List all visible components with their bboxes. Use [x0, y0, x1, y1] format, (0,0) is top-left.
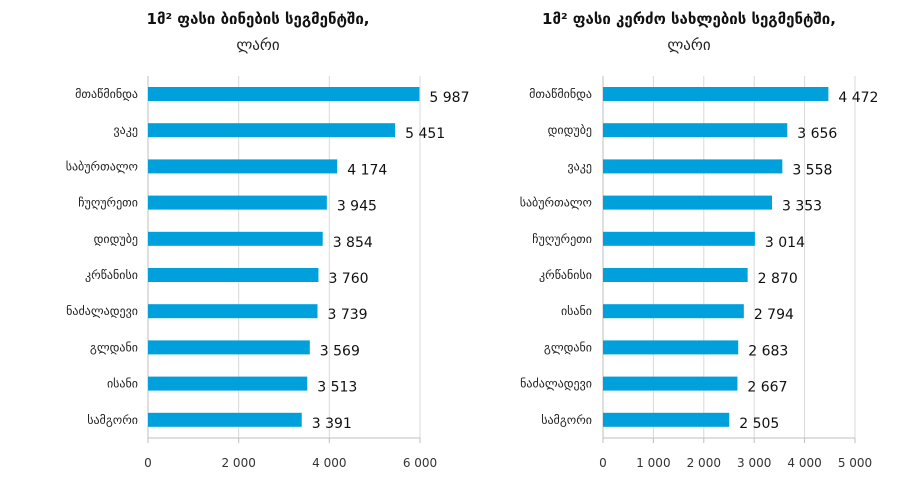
category-label: ვაკე — [568, 159, 592, 173]
value-label: 3 945 — [337, 199, 377, 215]
category-label: მთაწმინდა — [75, 87, 138, 101]
category-label: ისანი — [107, 377, 138, 391]
category-label: დიდუბე — [548, 123, 592, 137]
bar — [148, 376, 308, 391]
chart-title: 1მ² ფასი კერძო სახლების სეგმენტში, — [542, 10, 836, 28]
category-label: კრწანისი — [539, 268, 592, 282]
bar — [148, 412, 302, 427]
value-label: 3 353 — [782, 199, 822, 215]
tick-label: 1 000 — [636, 456, 670, 470]
value-label: 3 569 — [320, 343, 360, 359]
tick-label: 0 — [144, 456, 152, 470]
category-label: ჩუღურეთი — [78, 196, 138, 210]
value-label: 2 505 — [739, 416, 779, 432]
tick-label: 6 000 — [403, 456, 437, 470]
value-label: 3 558 — [792, 162, 832, 178]
value-label: 5 987 — [429, 90, 469, 106]
value-label: 4 472 — [838, 90, 878, 106]
value-label: 2 667 — [747, 380, 787, 396]
bar — [603, 268, 748, 282]
bar — [603, 376, 738, 391]
tick-label: 3 000 — [737, 456, 771, 470]
bar — [603, 87, 829, 101]
bar — [148, 87, 420, 101]
category-label: ნაძალადევი — [66, 304, 138, 318]
bar — [603, 340, 739, 355]
value-label: 3 854 — [333, 235, 373, 251]
tick-label: 0 — [599, 456, 607, 470]
bar — [148, 195, 327, 210]
category-label: დიდუბე — [94, 232, 138, 246]
value-label: 3 391 — [312, 416, 352, 432]
bar — [148, 340, 310, 355]
value-label: 3 739 — [328, 307, 368, 323]
value-label: 3 760 — [328, 271, 368, 287]
bar — [148, 231, 323, 246]
tick-label: 2 000 — [687, 456, 721, 470]
category-label: საბურთალო — [520, 196, 592, 210]
chart-title: 1მ² ფასი ბინების სეგმენტში, — [147, 10, 370, 28]
bar — [603, 412, 730, 427]
bar — [148, 159, 338, 174]
category-label: ჩუღურეთი — [532, 232, 592, 246]
category-label: გლდანი — [90, 340, 138, 354]
category-label: კრწანისი — [85, 268, 138, 282]
category-label: მთაწმინდა — [529, 87, 592, 101]
tick-label: 5 000 — [838, 456, 872, 470]
category-label: ვაკე — [114, 123, 138, 137]
value-label: 3 656 — [797, 126, 837, 142]
tick-label: 2 000 — [221, 456, 255, 470]
category-label: გლდანი — [544, 340, 592, 354]
value-label: 4 174 — [347, 162, 387, 178]
bar — [148, 304, 318, 319]
category-label: სამგორი — [541, 413, 592, 427]
tick-label: 4 000 — [312, 456, 346, 470]
value-label: 3 014 — [765, 235, 805, 251]
tick-label: 4 000 — [787, 456, 821, 470]
chart-subtitle: ლარი — [236, 36, 280, 54]
value-label: 2 870 — [758, 271, 798, 287]
value-label: 3 513 — [317, 380, 357, 396]
bar — [603, 231, 755, 246]
category-label: სამგორი — [87, 413, 138, 427]
category-label: საბურთალო — [66, 159, 138, 173]
category-label: ისანი — [561, 304, 592, 318]
bar — [603, 123, 788, 138]
chart-subtitle: ლარი — [667, 36, 711, 54]
bar — [603, 195, 772, 210]
bar — [148, 123, 396, 138]
bar — [603, 304, 744, 319]
value-label: 5 451 — [405, 126, 445, 142]
bar — [603, 159, 783, 174]
bar — [148, 268, 319, 282]
category-label: ნაძალადევი — [520, 377, 592, 391]
value-label: 2 683 — [748, 343, 788, 359]
value-label: 2 794 — [754, 307, 794, 323]
